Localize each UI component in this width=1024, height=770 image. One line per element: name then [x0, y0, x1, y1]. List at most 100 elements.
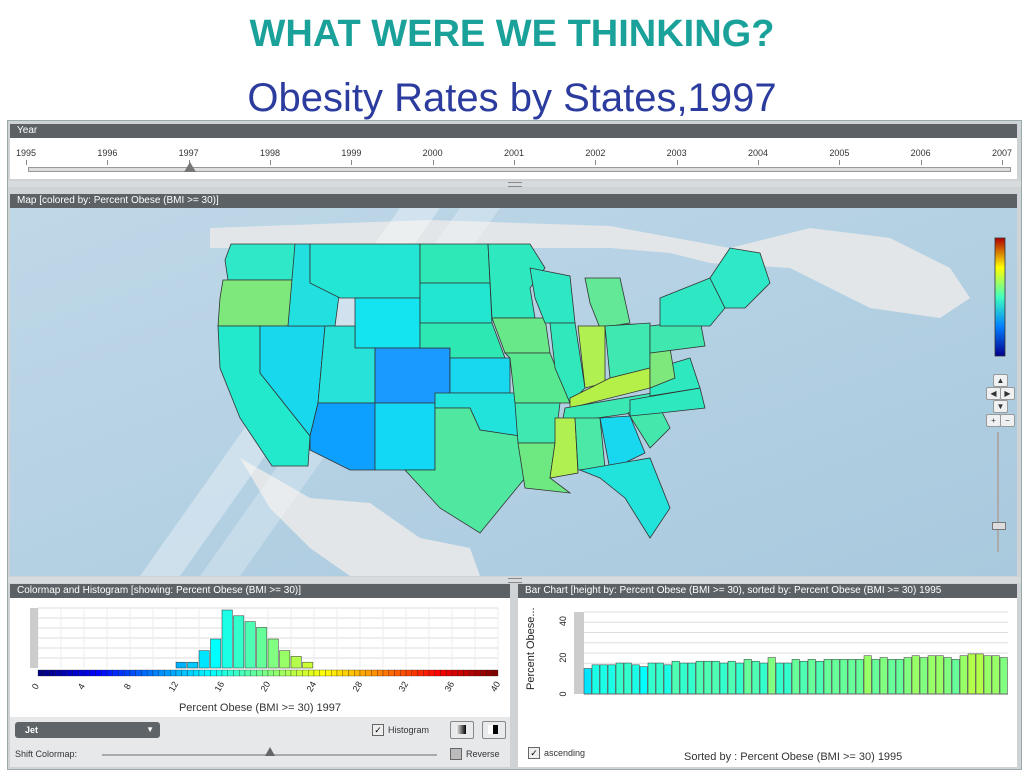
colormap-cell[interactable] — [83, 669, 90, 677]
zoom-in-button[interactable]: + — [986, 414, 1001, 427]
colormap-cell[interactable] — [342, 669, 349, 677]
colormap-cell[interactable] — [37, 669, 44, 677]
year-label-1999[interactable]: 1999 — [341, 148, 362, 158]
colormap-cell[interactable] — [49, 669, 56, 677]
colormap-cell[interactable] — [469, 669, 476, 677]
colormap-cell[interactable] — [428, 669, 435, 677]
colormap-cell[interactable] — [118, 669, 125, 677]
colormap-cell[interactable] — [175, 669, 182, 677]
colormap-cell[interactable] — [135, 669, 142, 677]
colormap-cell[interactable] — [417, 669, 424, 677]
colormap-cell[interactable] — [141, 669, 148, 677]
colormap-cell[interactable] — [492, 669, 499, 677]
colormap-cell[interactable] — [354, 669, 361, 677]
colormap-cell[interactable] — [377, 669, 384, 677]
year-label-2004[interactable]: 2004 — [747, 148, 769, 158]
shift-colormap-thumb[interactable] — [264, 747, 275, 756]
zoom-slider-track[interactable] — [997, 432, 999, 552]
colormap-cell[interactable] — [43, 669, 50, 677]
colormap-cell[interactable] — [463, 669, 470, 677]
colormap-cell[interactable] — [457, 669, 464, 677]
colormap-cell[interactable] — [244, 669, 251, 677]
colormap-cell[interactable] — [152, 669, 159, 677]
colormap-cell[interactable] — [394, 669, 401, 677]
colormap-cell[interactable] — [239, 669, 246, 677]
colormap-style-button-2[interactable] — [482, 721, 506, 739]
colormap-cell[interactable] — [181, 669, 188, 677]
splitter-2[interactable] — [8, 577, 1021, 583]
year-label-1996[interactable]: 1996 — [97, 148, 118, 158]
year-label-2003[interactable]: 2003 — [666, 148, 687, 158]
colormap-cell[interactable] — [250, 669, 257, 677]
colormap-cell[interactable] — [221, 669, 228, 677]
colormap-cell[interactable] — [446, 669, 453, 677]
pan-down-button[interactable]: ▼ — [993, 400, 1008, 413]
year-label-2006[interactable]: 2006 — [910, 148, 931, 158]
year-label-1998[interactable]: 1998 — [259, 148, 281, 158]
colormap-cell[interactable] — [164, 669, 171, 677]
colormap-cell[interactable] — [451, 669, 458, 677]
colormap-style-button-1[interactable] — [450, 721, 474, 739]
colormap-cell[interactable] — [371, 669, 378, 677]
colormap-cell[interactable] — [359, 669, 366, 677]
colormap-cell[interactable] — [267, 669, 274, 677]
year-label-2007[interactable]: 2007 — [991, 148, 1013, 158]
colormap-cell[interactable] — [187, 669, 194, 677]
colormap-select[interactable]: Jet ▼ — [15, 722, 160, 738]
colormap-cell[interactable] — [72, 669, 79, 677]
histogram-checkbox[interactable]: ✓ — [372, 724, 384, 736]
splitter-1[interactable] — [8, 181, 1021, 187]
colormap-cell[interactable] — [365, 669, 372, 677]
year-label-1995[interactable]: 1995 — [15, 148, 37, 158]
zoom-out-button[interactable]: − — [1000, 414, 1015, 427]
year-slider-thumb[interactable] — [184, 162, 196, 172]
colormap-cell[interactable] — [227, 669, 234, 677]
colormap-cell[interactable] — [78, 669, 85, 677]
pan-left-button[interactable]: ◀ — [986, 387, 1001, 400]
colormap-cell[interactable] — [262, 669, 269, 677]
colormap-cell[interactable] — [319, 669, 326, 677]
colormap-cell[interactable] — [348, 669, 355, 677]
colormap-cell[interactable] — [423, 669, 430, 677]
colormap-cell[interactable] — [55, 669, 62, 677]
colormap-cell[interactable] — [308, 669, 315, 677]
colormap-cell[interactable] — [89, 669, 96, 677]
colormap-cell[interactable] — [313, 669, 320, 677]
zoom-slider-thumb[interactable] — [992, 522, 1006, 530]
reverse-checkbox[interactable] — [450, 748, 462, 760]
colormap-cell[interactable] — [285, 669, 292, 677]
year-label-2000[interactable]: 2000 — [422, 148, 443, 158]
year-label-1997[interactable]: 1997 — [178, 148, 199, 158]
colormap-cell[interactable] — [216, 669, 223, 677]
colormap-cell[interactable] — [302, 669, 309, 677]
colormap-cell[interactable] — [382, 669, 389, 677]
colormap-cell[interactable] — [170, 669, 177, 677]
colormap-cell[interactable] — [486, 669, 493, 677]
colormap-cell[interactable] — [434, 669, 441, 677]
colormap-cell[interactable] — [147, 669, 154, 677]
colormap-cell[interactable] — [388, 669, 395, 677]
colormap-cell[interactable] — [66, 669, 73, 677]
ascending-checkbox[interactable]: ✓ — [528, 747, 540, 759]
colormap-cell[interactable] — [290, 669, 297, 677]
colormap-cell[interactable] — [331, 669, 338, 677]
colormap-cell[interactable] — [198, 669, 205, 677]
colormap-cell[interactable] — [400, 669, 407, 677]
colormap-cell[interactable] — [193, 669, 200, 677]
colormap-cell[interactable] — [101, 669, 108, 677]
colormap-cell[interactable] — [158, 669, 165, 677]
colormap-cell[interactable] — [296, 669, 303, 677]
colormap-cell[interactable] — [233, 669, 240, 677]
year-label-2002[interactable]: 2002 — [585, 148, 606, 158]
colormap-cell[interactable] — [273, 669, 280, 677]
pan-right-button[interactable]: ▶ — [1000, 387, 1015, 400]
colormap-cell[interactable] — [256, 669, 263, 677]
colormap-cell[interactable] — [440, 669, 447, 677]
year-label-2005[interactable]: 2005 — [829, 148, 850, 158]
year-label-2001[interactable]: 2001 — [503, 148, 525, 158]
pan-up-button[interactable]: ▲ — [993, 374, 1008, 387]
colormap-cell[interactable] — [325, 669, 332, 677]
colormap-cell[interactable] — [480, 669, 487, 677]
colormap-cell[interactable] — [474, 669, 481, 677]
colormap-cell[interactable] — [411, 669, 418, 677]
